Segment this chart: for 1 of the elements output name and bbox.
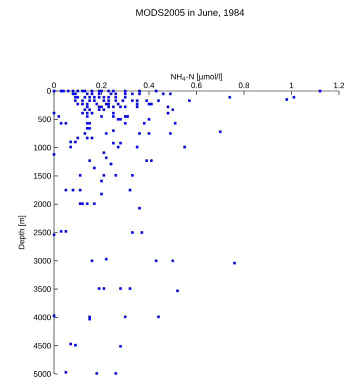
chart-title: MODS2005 in June, 1984 xyxy=(136,8,244,18)
